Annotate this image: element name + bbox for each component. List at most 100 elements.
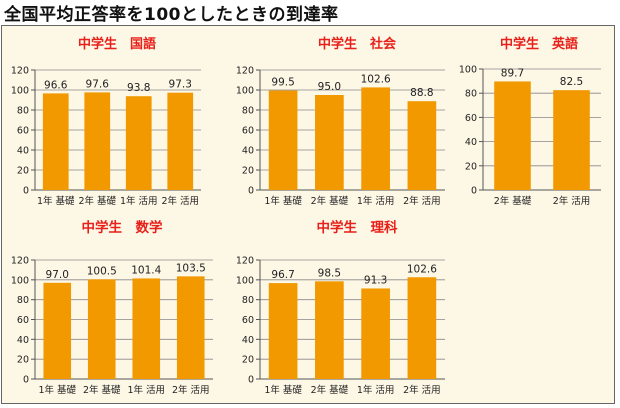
category-label: 2年 基礎 [311,195,349,207]
page-title: 全国平均正答率を100としたときの到達率 [4,5,339,25]
y-tick-label: 20 [242,355,254,366]
data-label: 96.7 [271,269,294,281]
data-label: 93.8 [127,82,150,94]
data-label: 98.5 [318,267,341,279]
bar [167,92,194,190]
bar [87,279,116,379]
data-label: 88.8 [410,87,433,99]
y-tick-label: 120 [11,66,29,77]
data-label: 101.4 [131,264,161,276]
bar [268,283,298,379]
y-tick-label: 60 [465,113,477,124]
y-tick-label: 100 [11,86,29,97]
y-tick-label: 20 [242,166,254,177]
y-tick-label: 40 [242,146,254,157]
y-tick-label: 120 [11,256,29,267]
y-tick-label: 0 [248,375,254,386]
category-label: 1年 活用 [357,195,395,207]
y-tick-label: 80 [465,89,477,100]
bar [43,282,72,379]
bar [494,81,531,190]
y-tick-label: 80 [17,106,29,117]
category-label: 1年 活用 [357,384,395,396]
category-label: 1年 活用 [127,384,165,396]
data-label: 97.3 [169,79,192,91]
bar [176,276,205,379]
bar [84,92,111,190]
bar [361,87,390,190]
bar [268,90,298,190]
y-tick-label: 20 [17,355,29,366]
bar [407,101,437,190]
chart-2: 中学生 社会 0 20 40 60 80 100 120 99.5 1年 基礎 95.0 2年 基礎 1… [236,36,445,207]
bar [125,96,152,190]
chart-title: 中学生 数学 [82,219,163,236]
y-tick-label: 100 [236,86,254,97]
y-tick-label: 100 [11,275,29,286]
bar [132,278,161,379]
y-tick-label: 0 [471,186,477,197]
bar [553,90,590,190]
data-label: 91.3 [364,274,387,286]
y-tick-label: 40 [17,146,29,157]
y-tick-label: 60 [242,126,254,137]
data-label: 103.5 [176,262,206,274]
data-label: 97.6 [86,78,110,90]
chart-1: 中学生 国語 0 20 40 60 80 100 120 96.6 1年 基礎 97.6 2年 基礎 9… [11,36,201,207]
category-label: 2年 活用 [553,195,591,207]
y-tick-label: 60 [17,126,29,137]
category-label: 1年 基礎 [264,195,302,207]
data-label: 102.6 [407,263,437,275]
chart-title: 中学生 英語 [500,36,578,52]
y-tick-label: 40 [17,335,29,346]
chart-title: 中学生 社会 [318,36,397,52]
category-label: 2年 基礎 [78,195,116,207]
chart-title: 中学生 理科 [317,219,398,236]
category-label: 2年 活用 [161,195,199,207]
y-tick-label: 100 [459,65,477,76]
y-tick-label: 0 [23,375,29,386]
y-tick-label: 0 [23,186,29,197]
y-tick-label: 40 [465,137,477,148]
chart-panel: 中学生 国語 0 20 40 60 80 100 120 96.6 1年 基礎 97.6 2年 基礎 9… [1,25,615,404]
y-tick-label: 40 [242,335,254,346]
y-tick-label: 80 [242,106,254,117]
charts-canvas: 中学生 国語 0 20 40 60 80 100 120 96.6 1年 基礎 97.6 2年 基礎 9… [11,36,601,396]
data-label: 99.5 [271,77,294,89]
y-tick-label: 80 [242,295,254,306]
data-label: 102.6 [361,73,391,85]
chart-5: 中学生 理科 0 20 40 60 80 100 120 96.7 1年 基礎 98.5 2年 基礎 9… [236,219,445,396]
category-label: 1年 基礎 [264,384,302,396]
data-label: 96.6 [44,79,68,91]
y-tick-label: 60 [17,315,29,326]
chart-4: 中学生 数学 0 20 40 60 80 100 120 97.0 1年 基礎 100.5 2年 基礎… [11,219,213,396]
bar [42,93,69,190]
bar [361,288,390,379]
category-label: 1年 基礎 [38,384,76,396]
chart-3: 中学生 英語 0 20 40 60 80 100 89.7 2年 基礎 82.5 2年 活用 [459,36,601,207]
y-tick-label: 100 [236,275,254,286]
y-tick-label: 20 [17,166,29,177]
data-label: 82.5 [560,76,583,88]
category-label: 1年 基礎 [37,195,75,207]
category-label: 2年 基礎 [494,195,532,207]
category-label: 2年 基礎 [311,384,349,396]
category-label: 2年 活用 [403,384,441,396]
category-label: 1年 活用 [120,195,158,207]
bar [315,95,344,190]
data-label: 89.7 [501,67,524,79]
y-tick-label: 80 [17,295,29,306]
category-label: 2年 活用 [172,384,210,396]
bar [315,281,344,379]
chart-title: 中学生 国語 [78,36,156,52]
category-label: 2年 活用 [403,195,441,207]
y-tick-label: 0 [248,186,254,197]
y-tick-label: 60 [242,315,254,326]
bar [407,277,437,379]
data-label: 97.0 [46,269,69,281]
y-tick-label: 120 [236,256,254,267]
data-label: 95.0 [318,81,341,93]
category-label: 2年 基礎 [83,384,121,396]
y-tick-label: 20 [465,161,477,172]
y-tick-label: 120 [236,66,254,77]
